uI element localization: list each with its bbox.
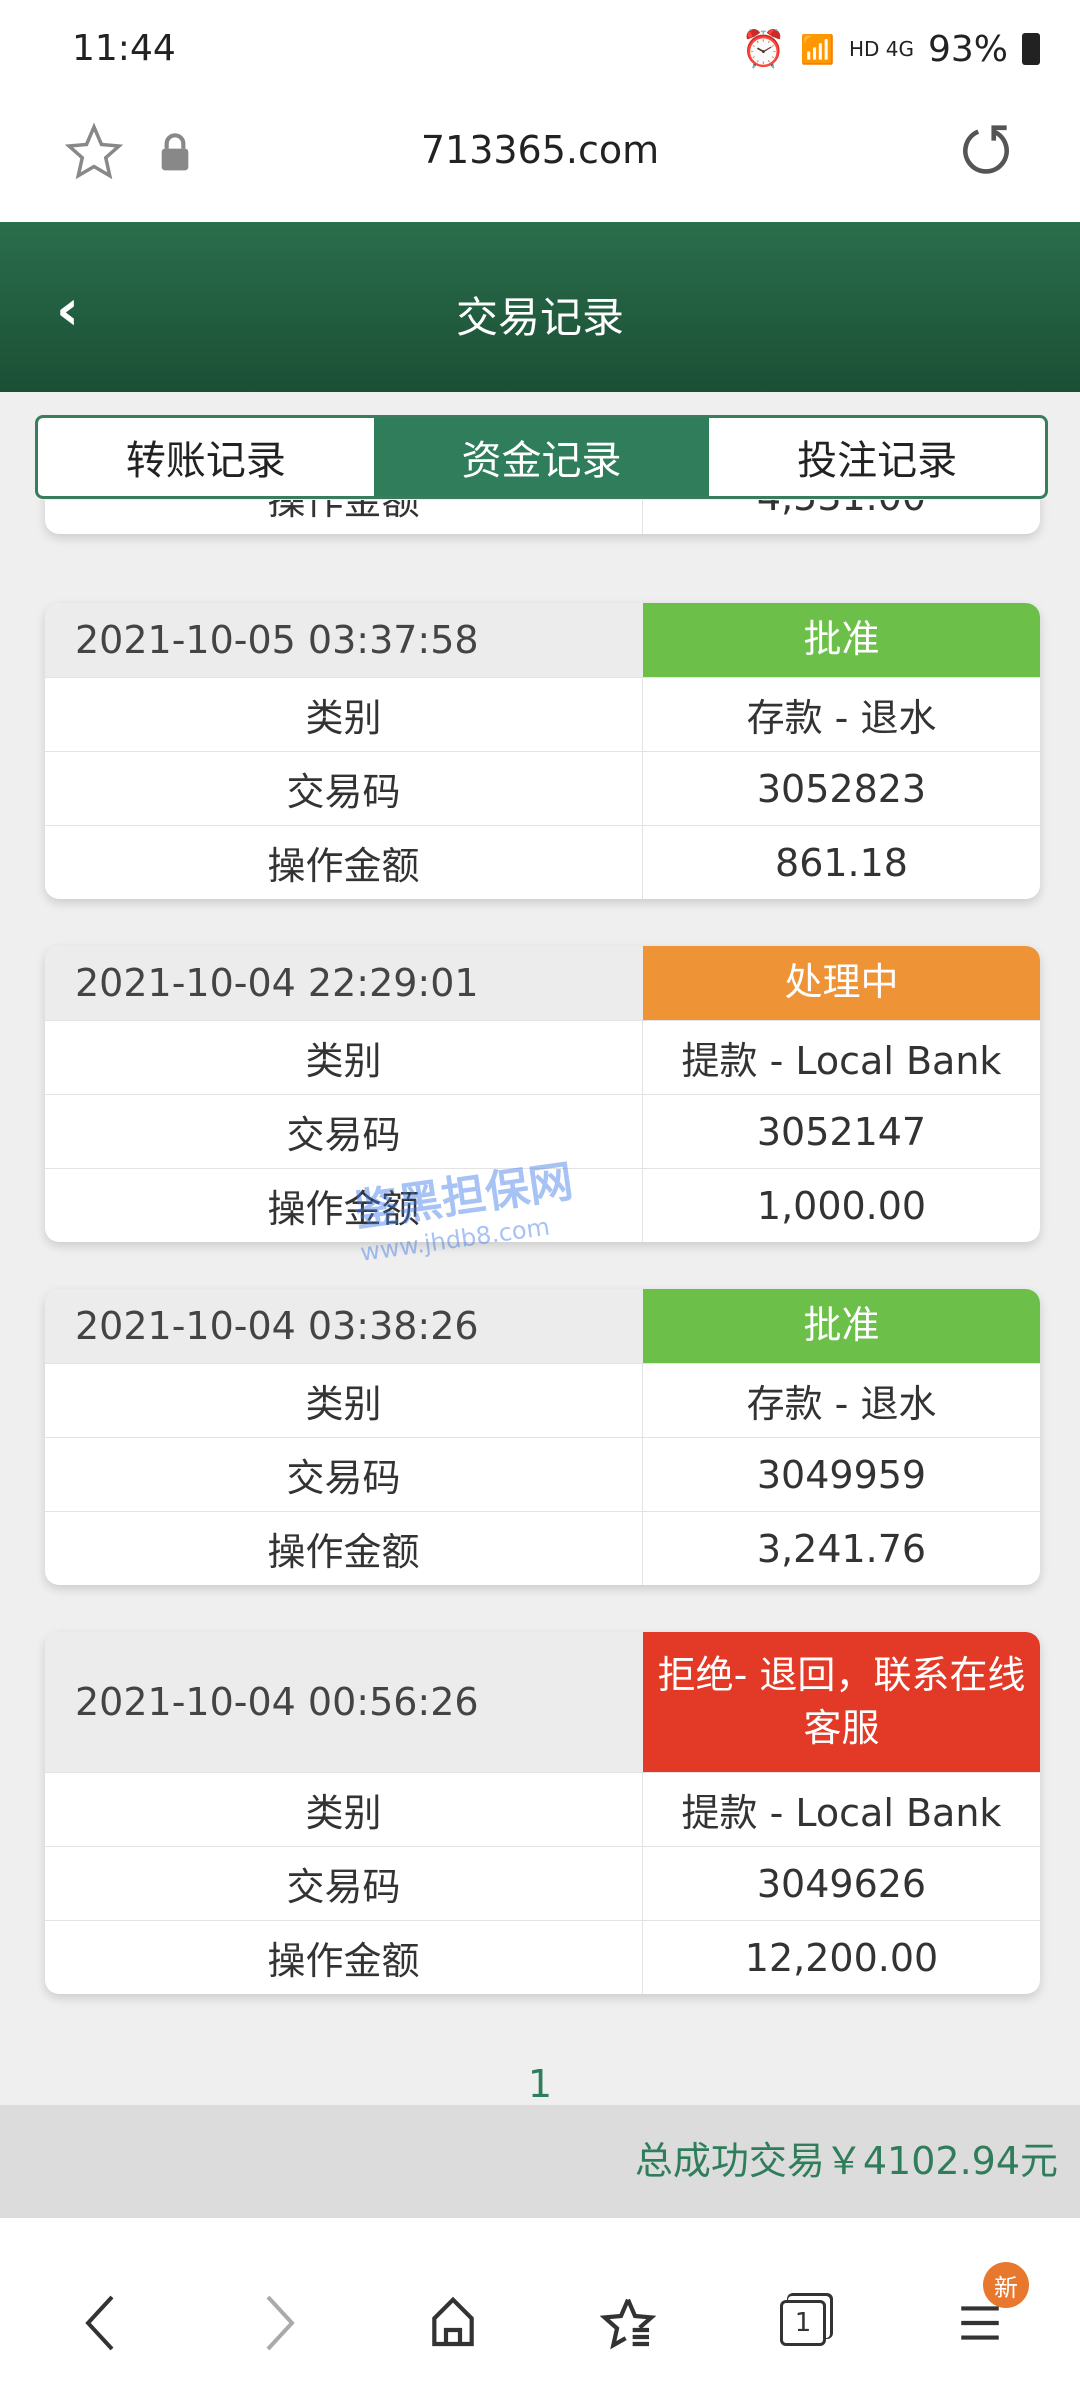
wifi-icon: 📶 — [800, 32, 835, 66]
amount-value: 861.18 — [775, 840, 908, 885]
type-value: 存款 - 退水 — [746, 696, 937, 740]
status-badge: 批准 — [643, 1289, 1040, 1363]
forward-nav-button[interactable] — [245, 2288, 315, 2358]
status-badge: 批准 — [643, 603, 1040, 677]
code-value: 3049626 — [756, 1861, 927, 1906]
type-value: 提款 - Local Bank — [681, 1039, 1002, 1083]
bookmark-star-icon[interactable] — [64, 122, 124, 182]
total-success-summary: 总成功交易￥4102.94元 — [0, 2105, 1080, 2218]
page-title: 交易记录 — [455, 293, 624, 342]
record-card: 2021-10-05 03:37:58 批准 类别 存款 - 退水 交易码 3052… — [45, 603, 1040, 899]
type-label: 类别 — [45, 678, 643, 751]
amount-label: 操作金额 — [45, 500, 643, 534]
menu-icon — [961, 2306, 999, 2340]
status-bar: 11:44 ⏰ 📶 HD 4G 93% — [0, 0, 1080, 100]
amount-label: 操作金额 — [45, 1512, 643, 1585]
record-datetime: 2021-10-04 00:56:26 — [75, 1680, 479, 1724]
network-indicator: HD 4G — [848, 37, 914, 61]
record-card-partial: 操作金额4,531.00 — [45, 500, 1040, 534]
lock-icon — [161, 133, 189, 171]
code-label: 交易码 — [45, 752, 643, 825]
clock: 11:44 — [72, 28, 176, 69]
amount-value: 3,241.76 — [756, 1526, 927, 1571]
record-datetime: 2021-10-04 03:38:26 — [75, 1304, 479, 1348]
bookmarks-star-icon — [600, 2298, 656, 2350]
records-list[interactable]: 操作金额4,531.00 2021-10-05 03:37:58 批准 类别存款… — [0, 500, 1080, 2105]
type-value: 提款 - Local Bank — [681, 1791, 1002, 1835]
chevron-right-icon — [266, 2295, 295, 2351]
browser-bottom-nav: 1 新 — [0, 2218, 1080, 2400]
tab-transfer-records[interactable]: 转账记录 — [125, 438, 286, 484]
bookmarks-button[interactable] — [593, 2288, 663, 2358]
home-icon — [432, 2296, 474, 2347]
back-button[interactable]: ‹ — [56, 278, 80, 343]
battery-icon — [1022, 33, 1040, 65]
browser-address-bar: 713365.com — [0, 100, 1080, 222]
tab-bet-records[interactable]: 投注记录 — [797, 438, 958, 484]
code-value: 3052147 — [756, 1109, 927, 1154]
record-datetime: 2021-10-04 22:29:01 — [75, 961, 479, 1005]
status-badge: 处理中 — [643, 946, 1040, 1020]
record-card: 2021-10-04 00:56:26 拒绝- 退回，联系在线客服 类别 提款 -… — [45, 1632, 1040, 1994]
tabs-button[interactable]: 1 — [768, 2288, 838, 2358]
battery-level: 93% — [927, 28, 1008, 70]
type-label: 类别 — [45, 1364, 643, 1437]
page-number[interactable]: 1 — [527, 2062, 553, 2106]
chevron-left-icon — [85, 2295, 114, 2351]
tabs-icon: 1 — [780, 2300, 826, 2346]
amount-value: 1,000.00 — [756, 1183, 927, 1228]
record-card: 2021-10-04 03:38:26 批准 类别 存款 - 退水 交易码 3049… — [45, 1289, 1040, 1585]
record-tabs: 转账记录 资金记录 投注记录 — [35, 415, 1048, 499]
type-value: 存款 - 退水 — [746, 1382, 937, 1426]
back-nav-button[interactable] — [65, 2288, 135, 2358]
type-label: 类别 — [45, 1773, 643, 1846]
reload-icon[interactable] — [955, 120, 1017, 182]
code-label: 交易码 — [45, 1438, 643, 1511]
code-value: 3049959 — [756, 1452, 927, 1497]
amount-label: 操作金额 — [45, 1169, 643, 1242]
tab-fund-records[interactable]: 资金记录 — [373, 418, 710, 496]
amount-value: 4,531.00 — [643, 500, 1040, 534]
code-value: 3052823 — [756, 766, 927, 811]
new-badge: 新 — [983, 2262, 1029, 2308]
amount-label: 操作金额 — [45, 826, 643, 899]
status-badge: 拒绝- 退回，联系在线客服 — [643, 1632, 1040, 1772]
record-card: 2021-10-04 22:29:01 处理中 类别 提款 - Local Ban… — [45, 946, 1040, 1242]
amount-label: 操作金额 — [45, 1921, 643, 1994]
code-label: 交易码 — [45, 1847, 643, 1920]
record-datetime: 2021-10-05 03:37:58 — [75, 618, 479, 662]
code-label: 交易码 — [45, 1095, 643, 1168]
home-button[interactable] — [418, 2288, 488, 2358]
type-label: 类别 — [45, 1021, 643, 1094]
alarm-icon: ⏰ — [741, 29, 787, 70]
amount-value: 12,200.00 — [744, 1935, 939, 1980]
page-header: ‹ 交易记录 — [0, 222, 1080, 392]
menu-button[interactable]: 新 — [945, 2262, 1029, 2358]
url-field[interactable]: 713365.com — [420, 128, 660, 172]
